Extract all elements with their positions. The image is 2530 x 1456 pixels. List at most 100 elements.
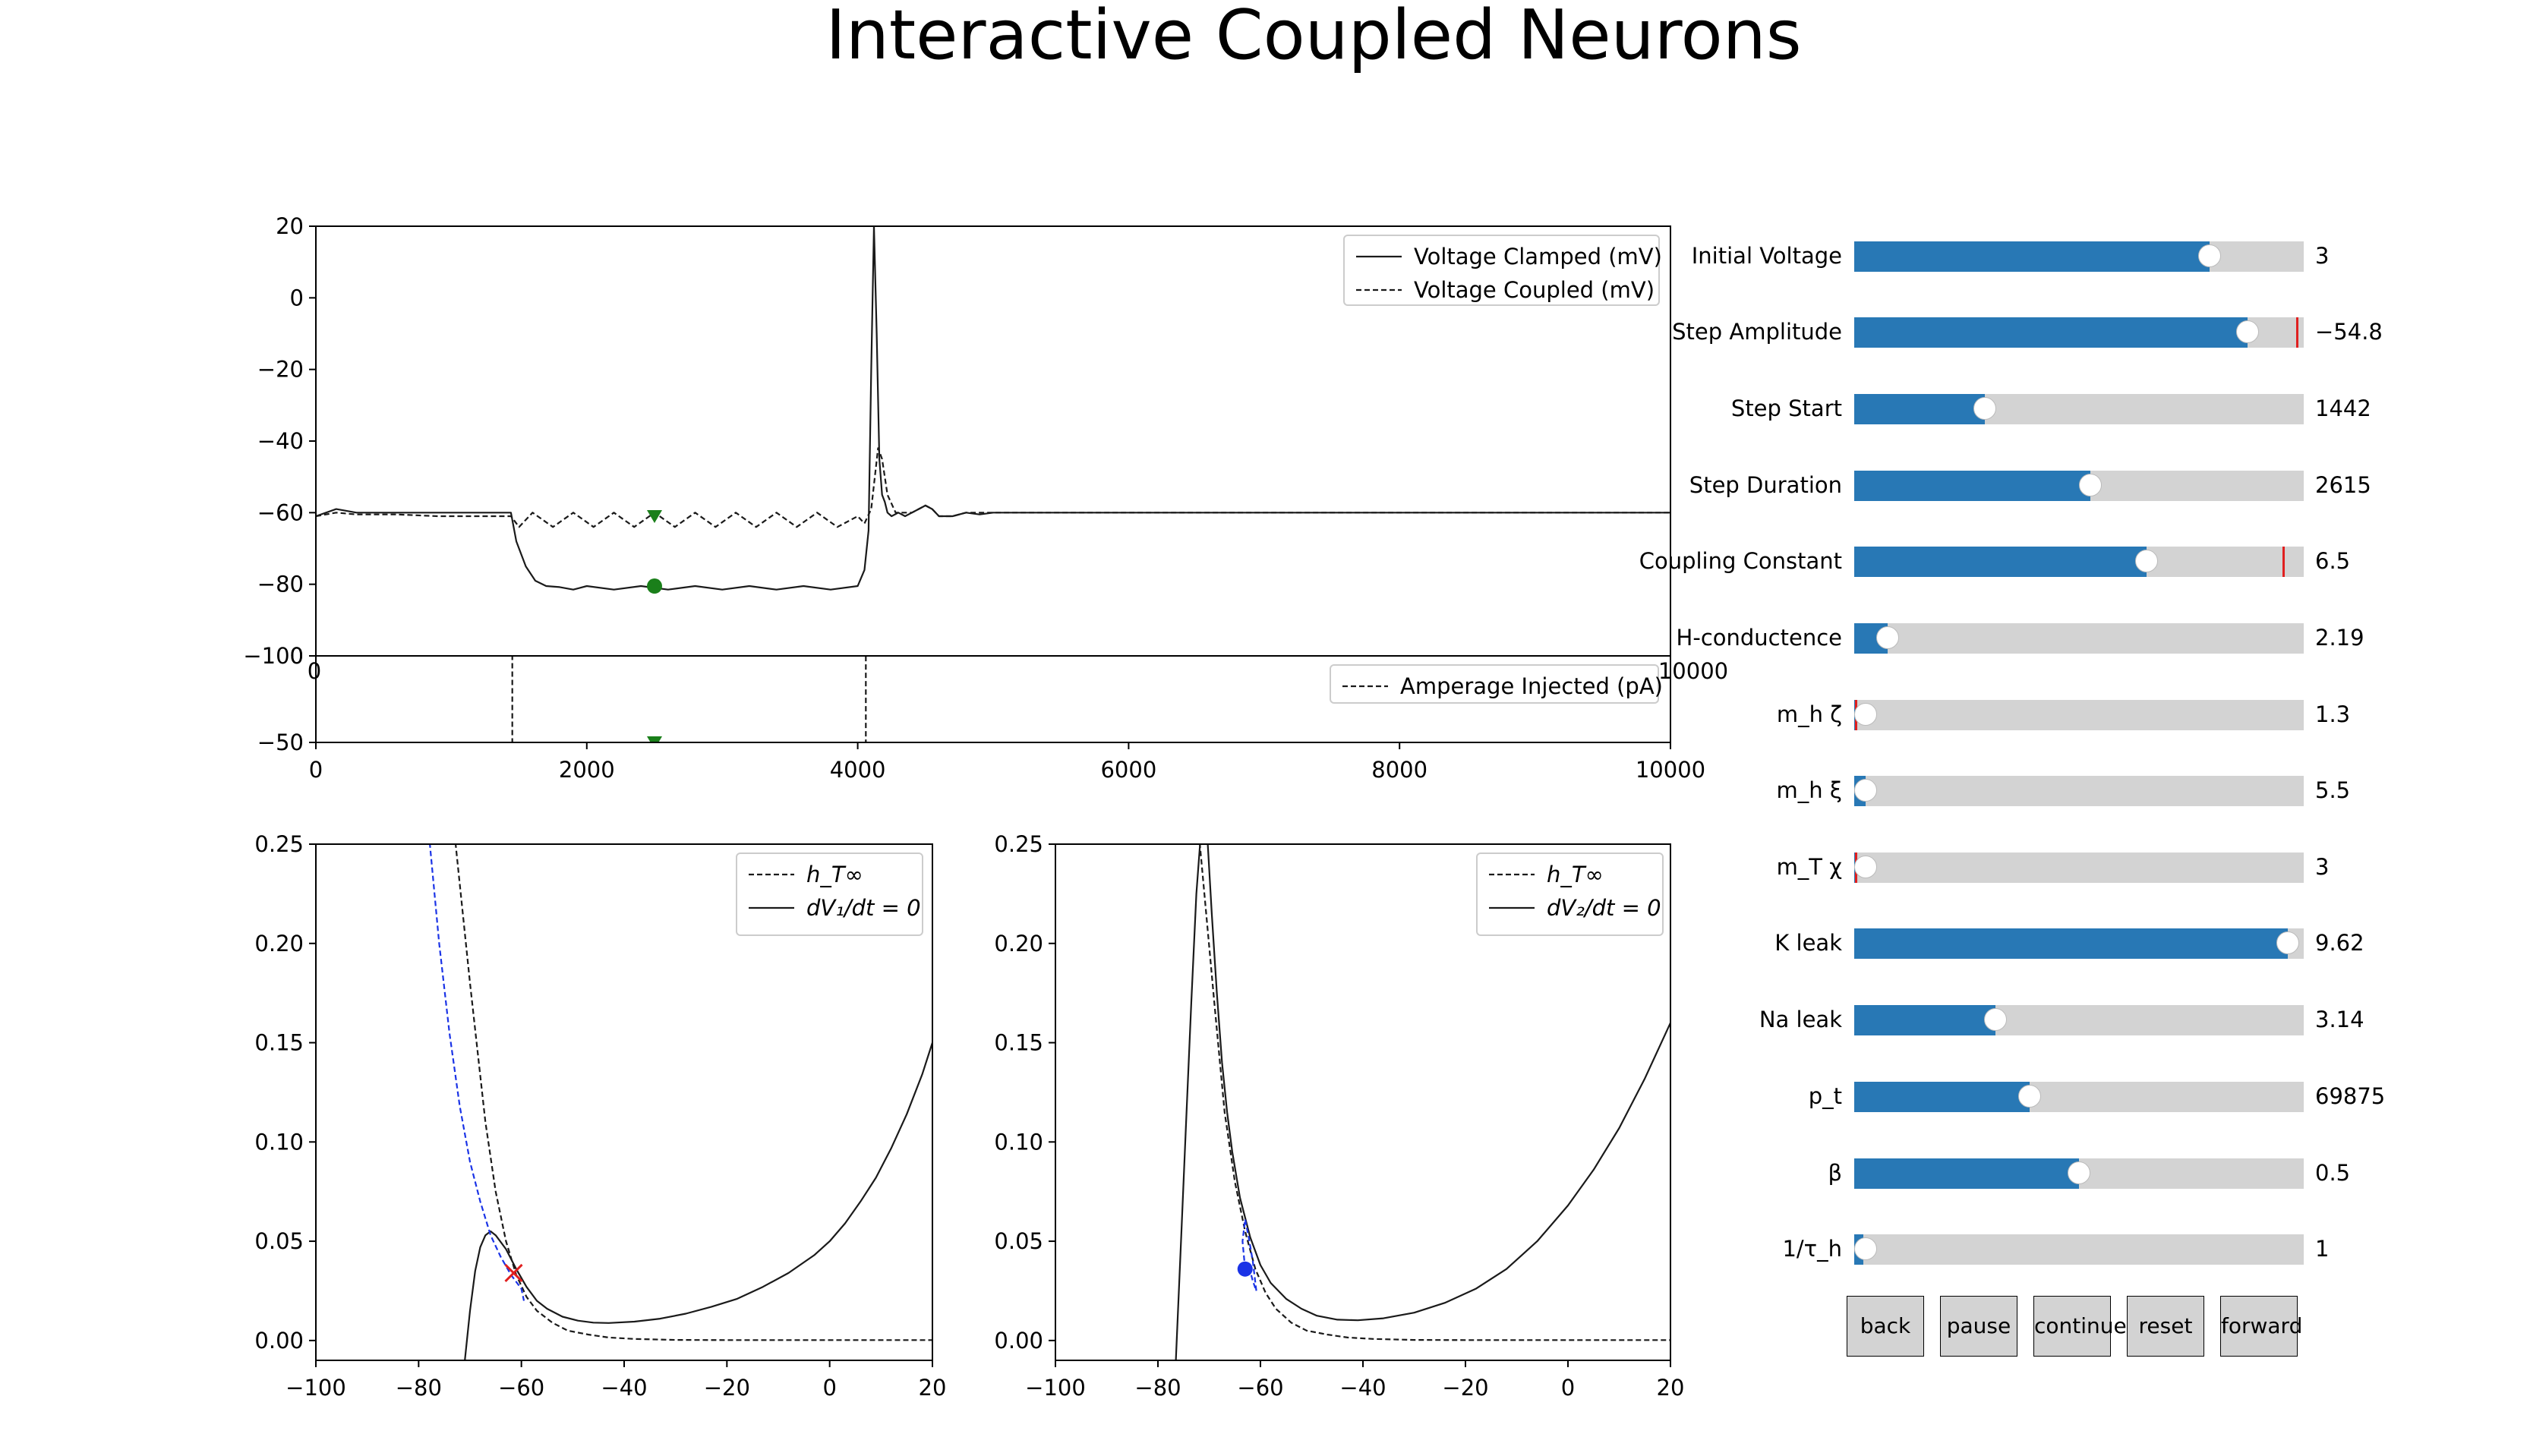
plot-area-voltage-trace [316, 226, 1670, 594]
marker-triangle [647, 510, 662, 524]
slider-track[interactable] [1854, 317, 2304, 348]
y-tick-label: 0.10 [254, 1129, 304, 1155]
slider-handle[interactable] [2017, 1085, 2041, 1108]
x-tick-label: 20 [1657, 1375, 1685, 1401]
slider-handle[interactable] [1973, 397, 1996, 420]
reset-button[interactable]: reset [2127, 1296, 2204, 1357]
slider-track[interactable] [1854, 1005, 2304, 1035]
slider-handle[interactable] [2134, 550, 2158, 572]
slider-initial-marker [2296, 317, 2299, 348]
slider-track[interactable] [1854, 852, 2304, 883]
slider-track[interactable] [1854, 928, 2304, 959]
y-tick-label: 0.20 [254, 931, 304, 956]
slider-fill [1854, 1158, 2079, 1189]
series-line-2 [1241, 1218, 1257, 1292]
slider-fill [1854, 394, 1985, 424]
slider-label: 1/τ_h [1782, 1236, 1842, 1262]
slider-handle[interactable] [1984, 1008, 2008, 1031]
slider-handle[interactable] [2068, 1161, 2090, 1184]
legend-label: Voltage Clamped (mV) [1414, 244, 1662, 269]
x-tick-label: −60 [498, 1375, 544, 1401]
y-tick-label: 0.15 [994, 1030, 1043, 1056]
slider-track[interactable] [1854, 1158, 2304, 1189]
slider-2[interactable]: Step Start 1442 [1519, 394, 2506, 424]
series-line-2 [429, 844, 525, 1301]
back-button[interactable]: back [1847, 1296, 1924, 1357]
legend-label: dV₁/dt = 0 [806, 895, 921, 921]
slider-4[interactable]: Coupling Constant 6.5 [1519, 547, 2506, 577]
slider-6[interactable]: m_h ζ 1.3 [1519, 700, 2506, 730]
pause-button[interactable]: pause [1940, 1296, 2017, 1357]
slider-track[interactable] [1854, 623, 2304, 654]
slider-3[interactable]: Step Duration 2615 [1519, 471, 2506, 501]
slider-handle[interactable] [1854, 703, 1877, 726]
slider-label: Step Start [1730, 396, 1842, 421]
slider-track[interactable] [1854, 471, 2304, 501]
slider-label: Coupling Constant [1639, 548, 1842, 574]
slider-11[interactable]: p_t 69875 [1519, 1082, 2506, 1112]
x-tick-label: −100 [1025, 1375, 1086, 1401]
slider-value: 2.19 [2315, 625, 2364, 651]
slider-value: 69875 [2315, 1083, 2386, 1109]
slider-5[interactable]: H-conductence 2.19 [1519, 623, 2506, 654]
y-tick-label: −60 [257, 500, 304, 525]
slider-label: Step Duration [1689, 472, 1842, 498]
slider-10[interactable]: Na leak 3.14 [1519, 1005, 2506, 1035]
y-tick-label: 0.15 [254, 1030, 304, 1056]
y-tick-label: 0.05 [254, 1228, 304, 1254]
slider-8[interactable]: m_T χ 3 [1519, 852, 2506, 883]
slider-track[interactable] [1854, 700, 2304, 730]
slider-handle[interactable] [2197, 244, 2221, 267]
x-tick-label: 0 [822, 1375, 836, 1401]
slider-12[interactable]: β 0.5 [1519, 1158, 2506, 1189]
slider-0[interactable]: Initial Voltage 3 [1519, 241, 2506, 272]
slider-value: 2615 [2315, 472, 2371, 498]
slider-track[interactable] [1854, 1082, 2304, 1112]
slider-label: p_t [1808, 1083, 1842, 1109]
x-tick-label-overlap: 10000 [1658, 658, 1728, 684]
slider-1[interactable]: Step Amplitude −54.8 [1519, 317, 2506, 348]
slider-handle[interactable] [1854, 779, 1877, 802]
slider-track[interactable] [1854, 394, 2304, 424]
slider-label: K leak [1774, 930, 1842, 956]
slider-track[interactable] [1854, 241, 2304, 272]
plot-area-current-injection [511, 656, 867, 742]
y-tick-label: 0.00 [994, 1328, 1043, 1354]
slider-handle[interactable] [1854, 1237, 1877, 1260]
slider-handle[interactable] [2078, 474, 2102, 496]
slider-track[interactable] [1854, 1234, 2304, 1265]
slider-7[interactable]: m_h ξ 5.5 [1519, 776, 2506, 806]
x-tick-label: −60 [1237, 1375, 1283, 1401]
forward-button[interactable]: forward [2220, 1296, 2302, 1357]
y-tick-label: 0 [290, 643, 304, 669]
y-tick-label: −80 [257, 572, 304, 597]
slider-13[interactable]: 1/τ_h 1 [1519, 1234, 2506, 1265]
slider-fill [1854, 1082, 2030, 1112]
y-tick-label: −100 [243, 643, 304, 669]
x-tick-label: 0 [1561, 1375, 1575, 1401]
slider-fill [1854, 547, 2147, 577]
legend-label: Voltage Coupled (mV) [1414, 277, 1655, 303]
slider-label: m_h ξ [1776, 777, 1842, 803]
series-line-0 [1199, 844, 1670, 1341]
slider-value: 5.5 [2315, 777, 2351, 803]
x-tick-label-overlap: 0 [308, 658, 321, 684]
slider-value: 9.62 [2315, 930, 2364, 956]
slider-handle[interactable] [1876, 626, 1900, 649]
slider-label: Na leak [1759, 1007, 1842, 1032]
continue-button[interactable]: continue [2033, 1296, 2127, 1357]
slider-label: β [1828, 1160, 1842, 1186]
series-line-1 [316, 447, 1670, 528]
slider-handle[interactable] [2236, 320, 2259, 343]
slider-track[interactable] [1854, 547, 2304, 577]
series-line-0 [316, 226, 1670, 591]
slider-9[interactable]: K leak 9.62 [1519, 928, 2506, 959]
slider-handle[interactable] [1854, 856, 1877, 878]
slider-handle[interactable] [2276, 931, 2300, 954]
slider-track[interactable] [1854, 776, 2304, 806]
y-tick-label: 20 [276, 213, 304, 239]
marker-circle [647, 578, 662, 594]
slider-label: m_T χ [1776, 854, 1842, 880]
y-tick-label: 0.10 [994, 1129, 1043, 1155]
